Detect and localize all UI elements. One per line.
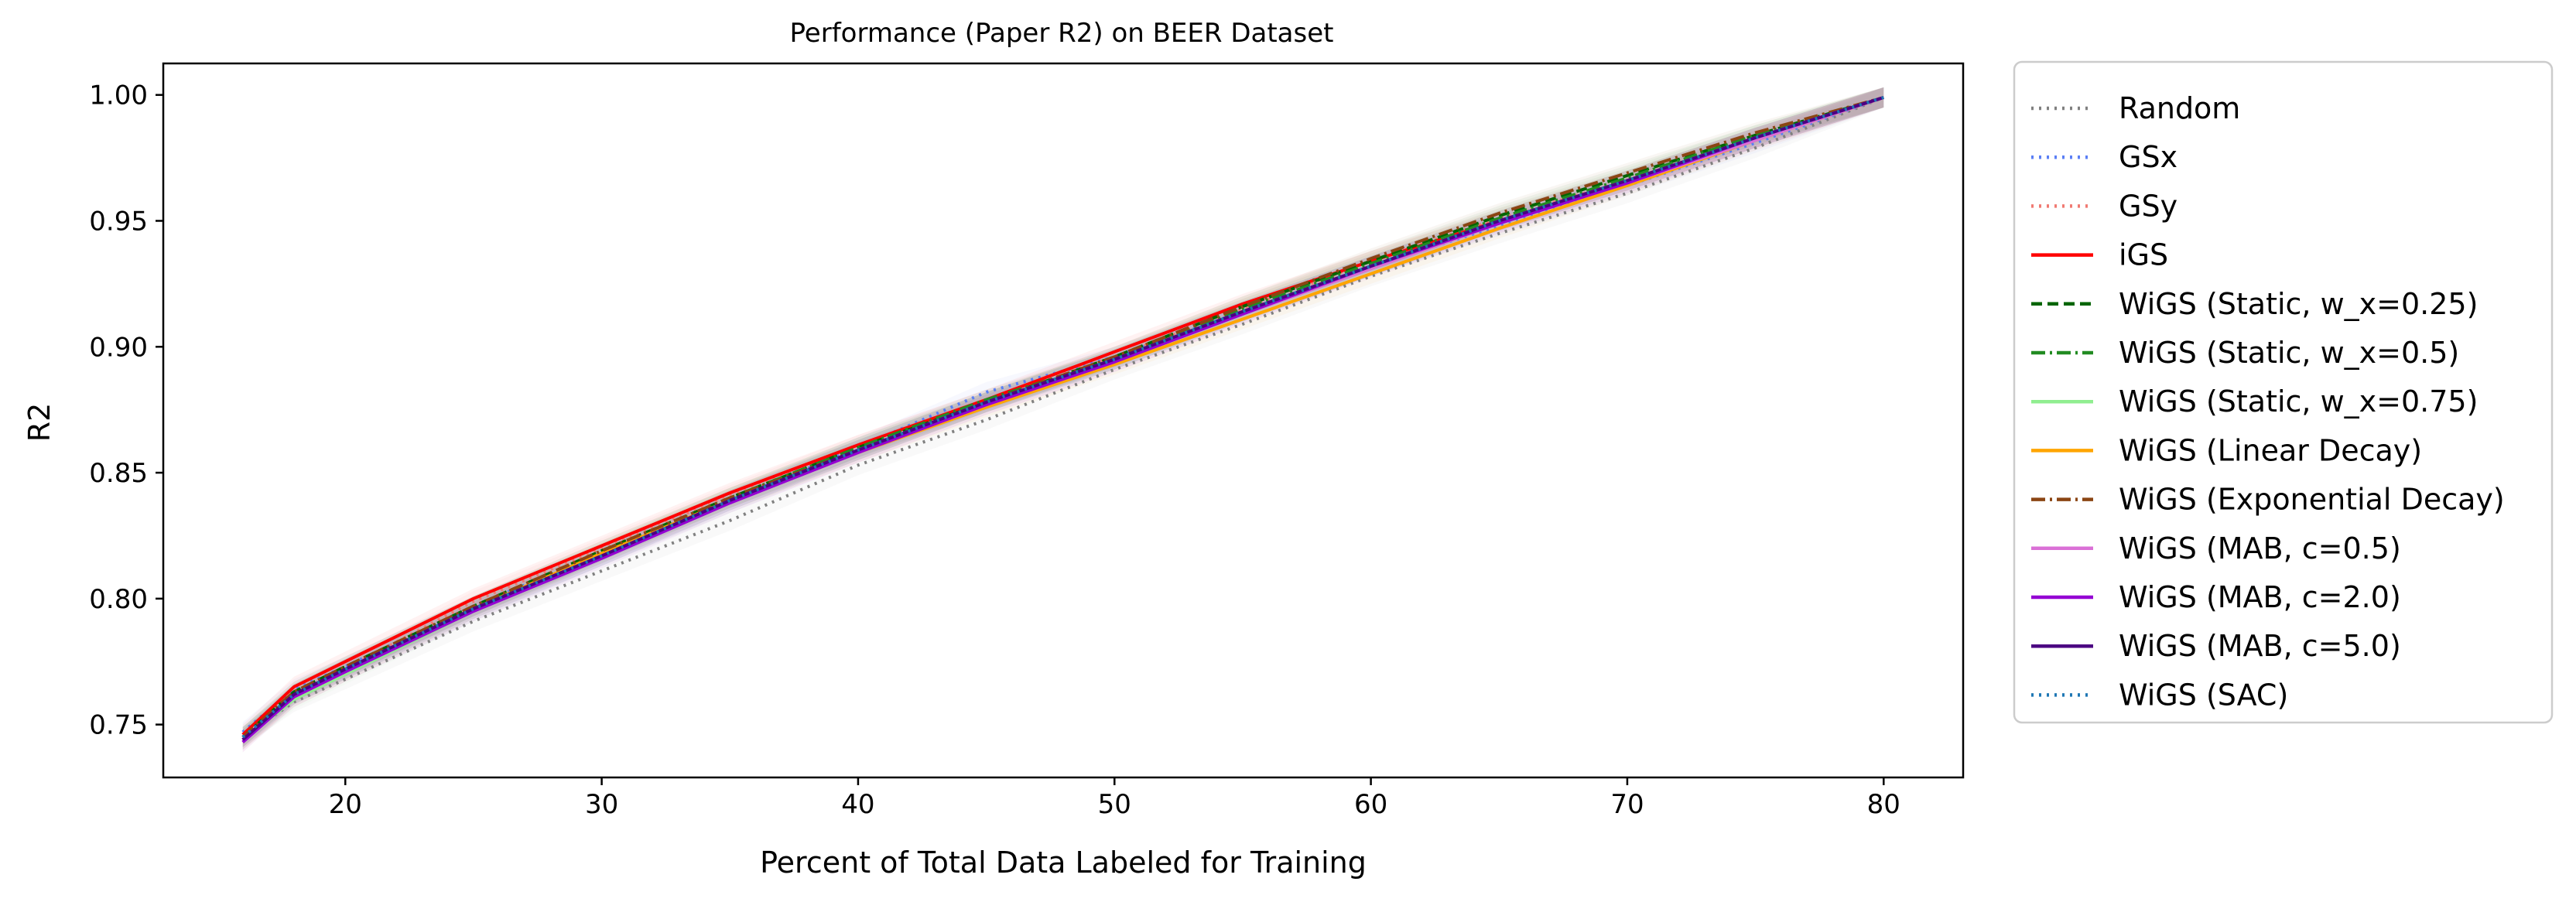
series-line [241, 96, 1884, 739]
y-tick-label: 0.95 [89, 206, 148, 237]
x-tick-label: 60 [1354, 789, 1387, 820]
legend-label: WiGS (Exponential Decay) [2119, 483, 2505, 517]
x-tick-label: 70 [1610, 789, 1644, 820]
y-axis-label: R2 [22, 403, 56, 442]
x-axis-ticks: 20 30 40 50 60 70 80 [329, 777, 1900, 820]
x-tick-label: 40 [841, 789, 874, 820]
legend-label: WiGS (Static, w_x=0.5) [2119, 336, 2459, 370]
legend: Random GSx GSy iGS WiGS (Static, w_x=0.25) Wi… [2013, 60, 2554, 724]
y-tick-label: 1.00 [89, 80, 148, 111]
x-axis-label: Percent of Total Data Labeled for Traini… [760, 846, 1367, 880]
y-tick-label: 0.90 [89, 332, 148, 363]
x-tick-label: 50 [1098, 789, 1131, 820]
plot-frame [162, 62, 1965, 779]
legend-label: WiGS (Static, w_x=0.25) [2119, 287, 2478, 321]
legend-label: WiGS (MAB, c=0.5) [2119, 531, 2401, 565]
legend-label: GSx [2119, 140, 2177, 174]
y-tick-label: 0.85 [89, 458, 148, 489]
series-lines [241, 96, 1885, 743]
legend-label: WiGS (SAC) [2119, 678, 2288, 712]
chart-title: Performance (Paper R2) on BEER Dataset [790, 18, 1334, 49]
legend-items: Random GSx GSy iGS WiGS (Static, w_x=0.25) Wi… [2031, 91, 2505, 712]
legend-label: WiGS (MAB, c=2.0) [2119, 580, 2401, 614]
y-tick-label: 0.75 [89, 710, 148, 741]
y-axis-ticks: 0.75 0.80 0.85 0.90 0.95 1.00 [89, 80, 163, 741]
legend-label: Random [2119, 91, 2240, 125]
series-line [241, 96, 1884, 739]
legend-label: WiGS (Linear Decay) [2119, 433, 2422, 467]
y-tick-label: 0.80 [89, 584, 148, 615]
x-tick-label: 20 [329, 789, 362, 820]
series-line [241, 96, 1884, 743]
legend-label: iGS [2119, 238, 2168, 272]
x-tick-label: 80 [1867, 789, 1900, 820]
x-tick-label: 30 [585, 789, 618, 820]
legend-label: WiGS (MAB, c=5.0) [2119, 629, 2401, 663]
legend-box [2013, 60, 2554, 724]
legend-label: GSy [2119, 189, 2177, 223]
legend-label: WiGS (Static, w_x=0.75) [2119, 384, 2478, 419]
